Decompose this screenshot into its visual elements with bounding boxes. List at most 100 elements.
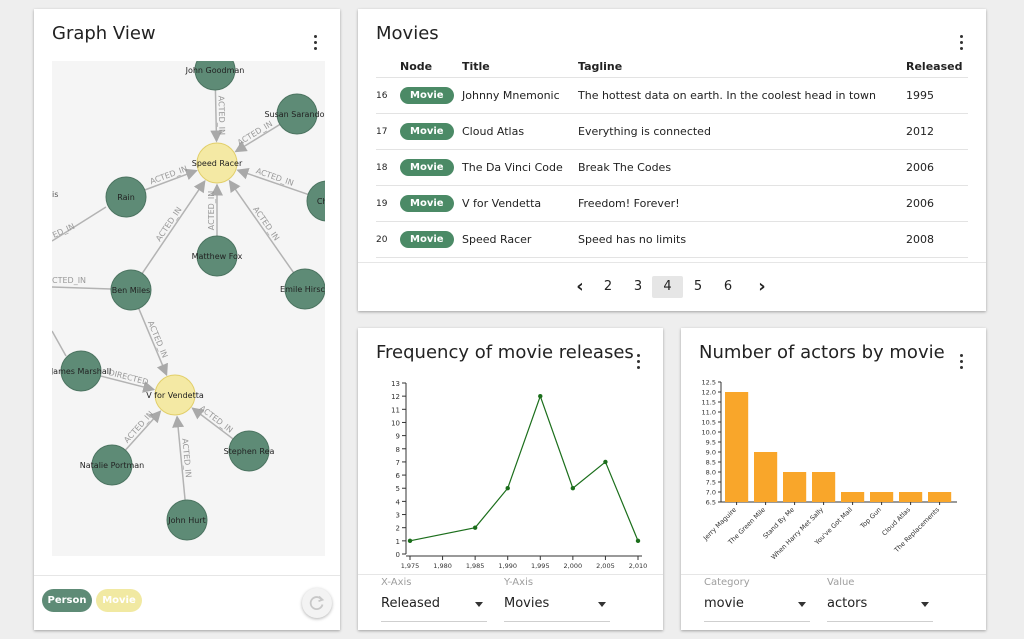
graph-edge-label: is (52, 190, 58, 199)
frequency-footer-divider (358, 574, 663, 575)
pagination-page-5[interactable]: 5 (693, 279, 703, 294)
table-row[interactable]: 19 Movie V for Vendetta Freedom! Forever… (376, 185, 968, 222)
movies-menu-icon[interactable] (960, 35, 964, 51)
legend-chip-movie[interactable]: Movie (96, 589, 142, 612)
graph-edge-label: ACTED_IN (122, 409, 155, 444)
graph-edge (52, 330, 67, 357)
y-tick-label: 11.0 (702, 409, 716, 417)
graph-view-card: Graph View is ED_IN CTED_IN ACTED_IN ACTED_I… (34, 9, 340, 630)
cell-tagline: Freedom! Forever! (578, 185, 906, 222)
y-tick-label: 10 (391, 419, 400, 427)
bar (870, 492, 894, 502)
y-tick-label: 7.5 (706, 479, 716, 487)
node-badge[interactable]: Movie (400, 159, 454, 176)
pagination-next-button[interactable]: › (758, 276, 766, 297)
legend-chip-person[interactable]: Person (42, 589, 92, 612)
bar (928, 492, 952, 502)
graph-node-label: V for Vendetta (146, 391, 204, 400)
header-title: Title (462, 56, 578, 78)
data-point (407, 538, 413, 544)
y-tick-label: 7 (396, 459, 400, 467)
cell-title: V for Vendetta (462, 185, 578, 222)
graph-edge-label: ACTED_IN (217, 96, 227, 136)
pagination-page-3[interactable]: 3 (633, 279, 643, 294)
graph-node-person (194, 61, 236, 91)
value-select[interactable]: actors (827, 593, 933, 622)
cell-tagline: Break The Codes (578, 149, 906, 186)
row-number: 16 (376, 77, 400, 114)
node-badge[interactable]: Movie (400, 195, 454, 212)
node-badge[interactable]: Movie (400, 231, 454, 248)
y-tick-label: 10.5 (702, 419, 716, 427)
pagination-prev-button[interactable]: ‹ (576, 276, 584, 297)
bar (725, 392, 749, 502)
x-tick-label: When Harry Met Sally (769, 506, 825, 562)
graph-node-label: Susan Sarandon (264, 110, 325, 119)
category-select-value: movie (704, 596, 744, 611)
cell-title: The Da Vinci Code (462, 149, 578, 186)
pagination-page-4-current[interactable]: 4 (652, 276, 683, 298)
pagination-page-2[interactable]: 2 (603, 279, 613, 294)
value-selector-label: Value (827, 577, 855, 588)
graph-node-person (306, 180, 325, 222)
bar (783, 472, 807, 502)
graph-edge (228, 179, 295, 274)
value-select-value: actors (827, 596, 868, 611)
actors-menu-icon[interactable] (960, 354, 964, 370)
graph-edge-label: ACTED_IN (180, 438, 193, 478)
graph-node-person (276, 93, 318, 135)
graph-edge (172, 415, 186, 501)
data-point (635, 538, 641, 544)
table-row[interactable]: 20 Movie Speed Racer Speed has no limits… (376, 221, 968, 258)
refresh-icon (309, 595, 325, 610)
graph-node-label: Emile Hirsch (280, 285, 325, 294)
x-axis-select[interactable]: Released (381, 593, 487, 622)
refresh-button[interactable] (302, 588, 332, 618)
table-row[interactable]: 17 Movie Cloud Atlas Everything is conne… (376, 113, 968, 150)
graph-edge-label: ACTED_IN (198, 404, 235, 435)
y-tick-label: 6 (396, 472, 401, 480)
line-series (409, 394, 639, 542)
graph-edge-label: ACTED_IN (154, 205, 184, 243)
movies-table: Node Title Tagline Released 16 Movie Joh… (376, 56, 968, 258)
category-selector-label: Category (704, 577, 750, 588)
y-tick-label: 12.5 (702, 379, 716, 387)
node-badge[interactable]: Movie (400, 87, 454, 104)
table-row[interactable]: 16 Movie Johnny Mnemonic The hottest dat… (376, 77, 968, 114)
y-axis-select[interactable]: Movies (504, 593, 610, 622)
frequency-menu-icon[interactable] (637, 354, 641, 370)
y-tick-label: 11.5 (702, 399, 716, 407)
y-tick-label: 0 (396, 551, 400, 559)
x-tick-label: Top Gun (858, 506, 883, 531)
cell-released: 2006 (906, 149, 968, 186)
graph-menu-icon[interactable] (314, 35, 318, 51)
pagination-page-6[interactable]: 6 (723, 279, 733, 294)
actors-bar-chart: 6.5 7.0 7.5 8.0 8.5 9.0 9.5 10.0 10.5 11.0 11.5 12.… (701, 379, 957, 562)
bar (754, 452, 778, 502)
x-axis-select-value: Released (381, 596, 441, 611)
y-tick-label: 9.5 (706, 439, 716, 447)
node-badge[interactable]: Movie (400, 123, 454, 140)
y-tick-label: 2 (396, 525, 400, 533)
graph-edge (138, 308, 168, 377)
y-tick-label: 10.0 (702, 429, 716, 437)
x-tick-label: 1,990 (498, 562, 517, 570)
graph-canvas[interactable]: is ED_IN CTED_IN ACTED_IN ACTED_IN ACTED_IN AC… (52, 61, 325, 556)
movies-card: Movies Node Title Tagline Released 16 Mo… (358, 9, 986, 311)
chevron-down-icon (921, 602, 929, 607)
graph-node-label: John Hurt (167, 516, 205, 525)
graph-node-person (91, 444, 133, 486)
graph-node-person (166, 499, 208, 541)
category-select[interactable]: movie (704, 593, 810, 622)
graph-node-person (105, 176, 147, 218)
y-tick-label: 9.0 (706, 449, 716, 457)
table-row[interactable]: 18 Movie The Da Vinci Code Break The Cod… (376, 149, 968, 186)
cell-title: Johnny Mnemonic (462, 77, 578, 114)
y-tick-label: 5 (396, 485, 400, 493)
graph-edge-label: ACTED_IN (236, 119, 274, 147)
graph-node-label: Chris (317, 197, 325, 206)
movies-title: Movies (376, 23, 439, 44)
x-tick-label: 2,010 (629, 562, 648, 570)
